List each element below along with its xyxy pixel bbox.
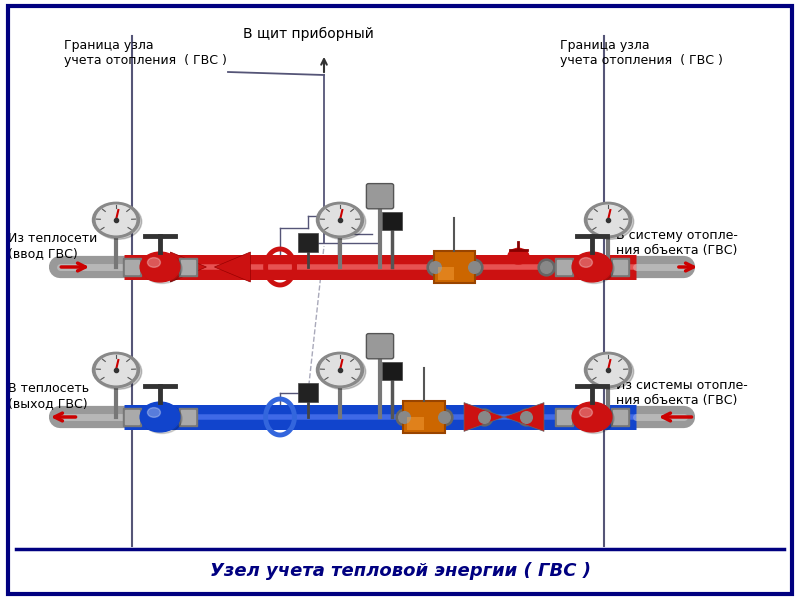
Circle shape xyxy=(96,355,136,385)
Circle shape xyxy=(317,202,363,238)
Circle shape xyxy=(579,407,593,418)
Text: В теплосеть
(выход ГВС): В теплосеть (выход ГВС) xyxy=(8,382,89,410)
Circle shape xyxy=(585,352,631,388)
Text: Из теплосети
(ввод ГВС): Из теплосети (ввод ГВС) xyxy=(8,232,98,260)
Text: Граница узла
учета отопления  ( ГВС ): Граница узла учета отопления ( ГВС ) xyxy=(64,39,227,67)
Circle shape xyxy=(147,257,161,268)
Circle shape xyxy=(574,254,614,284)
Circle shape xyxy=(586,204,634,239)
Bar xyxy=(407,417,424,430)
Circle shape xyxy=(588,205,628,235)
Circle shape xyxy=(318,354,366,389)
Polygon shape xyxy=(170,252,206,282)
Bar xyxy=(382,212,402,230)
Polygon shape xyxy=(464,403,504,431)
Circle shape xyxy=(579,257,593,268)
Circle shape xyxy=(572,252,612,282)
Circle shape xyxy=(147,407,161,418)
Text: Из системы отопле-
ния объекта (ГВС): Из системы отопле- ния объекта (ГВС) xyxy=(616,379,748,407)
Circle shape xyxy=(317,352,363,388)
Circle shape xyxy=(574,404,614,434)
Circle shape xyxy=(142,254,182,284)
FancyBboxPatch shape xyxy=(366,184,394,209)
Circle shape xyxy=(142,404,182,434)
Circle shape xyxy=(96,205,136,235)
Circle shape xyxy=(585,202,631,238)
Text: В систему отопле-
ния объекта (ГВС): В систему отопле- ния объекта (ГВС) xyxy=(616,229,738,257)
Bar xyxy=(382,362,402,380)
Text: Граница узла
учета отопления  ( ГВС ): Граница узла учета отопления ( ГВС ) xyxy=(560,39,723,67)
Circle shape xyxy=(588,355,628,385)
Circle shape xyxy=(140,252,180,282)
Bar xyxy=(438,267,454,280)
Bar xyxy=(403,401,445,433)
Circle shape xyxy=(140,402,180,432)
Text: Узел учета тепловой энергии ( ГВС ): Узел учета тепловой энергии ( ГВС ) xyxy=(210,562,590,580)
Circle shape xyxy=(93,352,139,388)
Circle shape xyxy=(94,354,142,389)
Circle shape xyxy=(586,354,634,389)
Circle shape xyxy=(94,204,142,239)
Bar xyxy=(298,383,318,402)
Circle shape xyxy=(320,355,360,385)
FancyBboxPatch shape xyxy=(366,334,394,359)
Circle shape xyxy=(320,205,360,235)
Bar xyxy=(434,251,475,283)
Polygon shape xyxy=(504,403,544,431)
Circle shape xyxy=(572,402,612,432)
Circle shape xyxy=(508,248,529,264)
Circle shape xyxy=(318,204,366,239)
Circle shape xyxy=(93,202,139,238)
Text: В щит приборный: В щит приборный xyxy=(242,27,374,41)
Polygon shape xyxy=(214,252,250,282)
Bar xyxy=(298,233,318,252)
